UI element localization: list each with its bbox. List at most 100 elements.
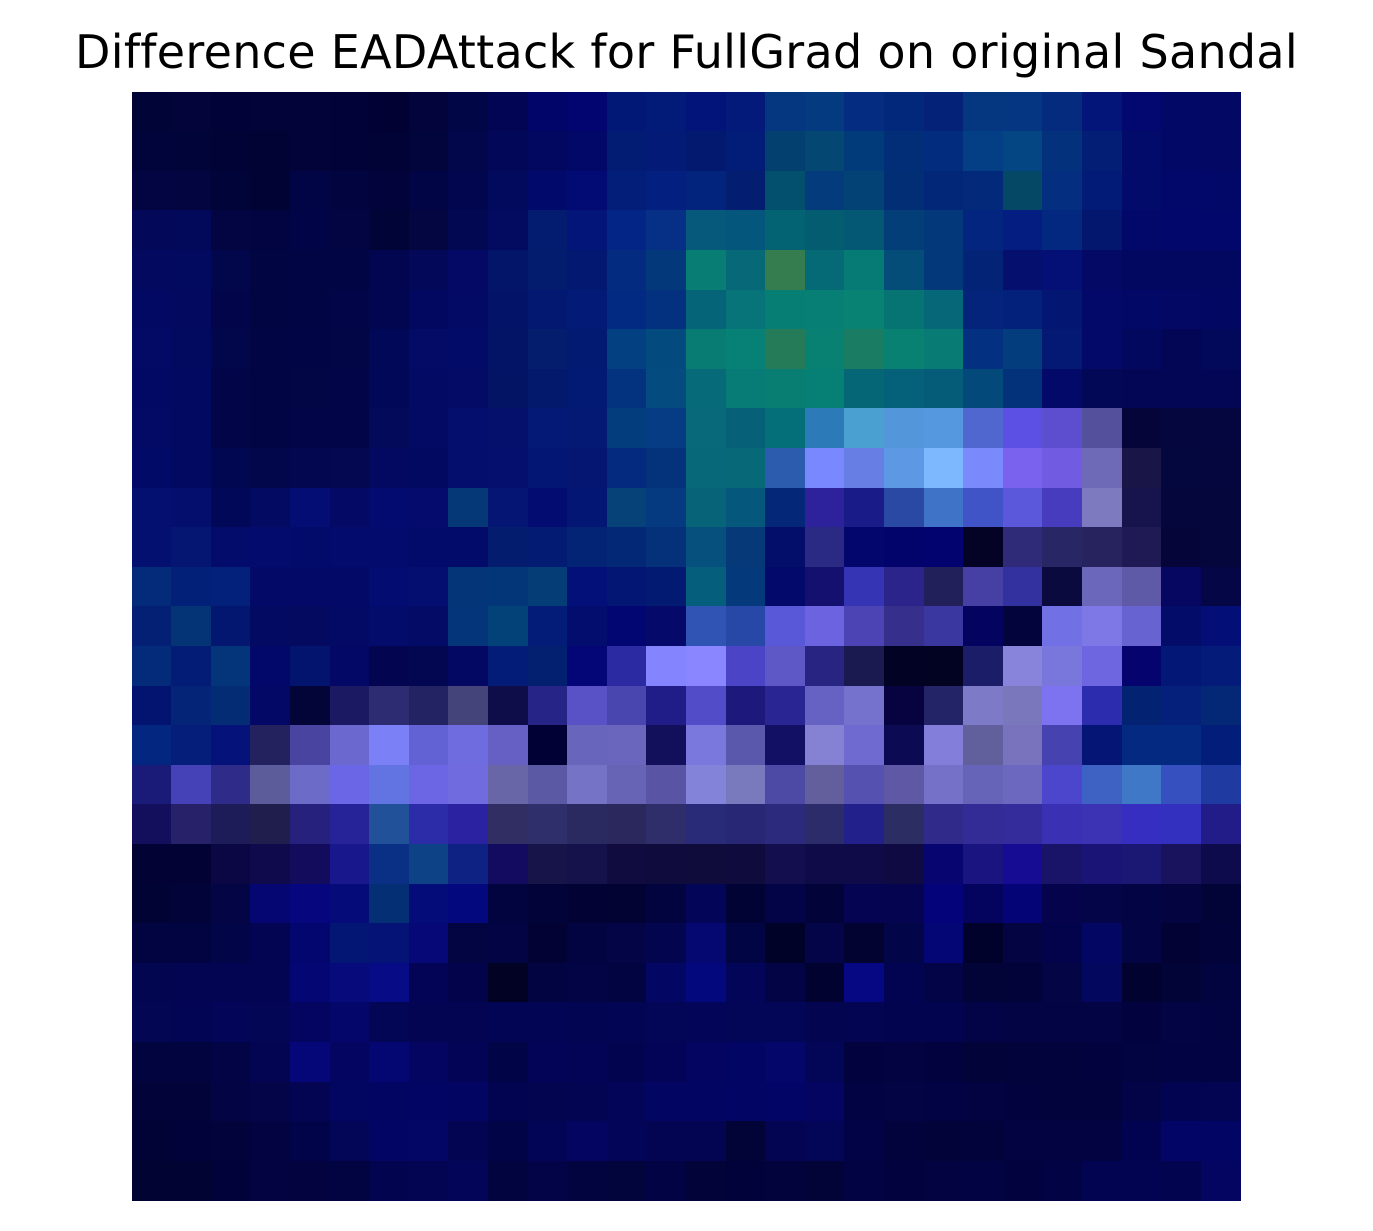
heatmap-cell: [1082, 408, 1123, 449]
heatmap-cell: [171, 804, 212, 845]
heatmap-cell: [171, 329, 212, 370]
heatmap-cell: [646, 329, 687, 370]
heatmap-cell: [1003, 290, 1043, 330]
heatmap-cell: [1042, 963, 1083, 1003]
heatmap-cell: [686, 171, 727, 211]
heatmap-cell: [924, 329, 964, 370]
heatmap-cell: [448, 646, 489, 687]
heatmap-cell: [290, 250, 331, 291]
heatmap-cell: [1082, 963, 1123, 1003]
heatmap-cell: [686, 408, 727, 449]
heatmap-cell: [805, 844, 845, 885]
heatmap-cell: [250, 488, 291, 528]
heatmap-cell: [884, 963, 925, 1003]
heatmap-cell: [884, 171, 925, 211]
heatmap-cell: [330, 488, 370, 528]
heatmap-cell: [488, 725, 529, 766]
heatmap-cell: [488, 408, 529, 449]
heatmap-cell: [1003, 844, 1043, 885]
heatmap-cell: [1042, 1121, 1083, 1162]
heatmap-cell: [884, 923, 925, 964]
heatmap-cell: [330, 844, 370, 885]
heatmap-cell: [488, 804, 529, 845]
heatmap-cell: [528, 725, 568, 766]
heatmap-cell: [211, 567, 251, 607]
heatmap-cell: [884, 844, 925, 885]
heatmap-cell: [409, 171, 449, 211]
heatmap-cell: [409, 1121, 449, 1162]
heatmap-cell: [369, 210, 410, 251]
heatmap-cell: [369, 923, 410, 964]
heatmap-cell: [1082, 686, 1123, 726]
heatmap-cell: [211, 250, 251, 291]
heatmap-cell: [1201, 92, 1241, 132]
heatmap-cell: [448, 369, 489, 409]
heatmap-cell: [1201, 488, 1241, 528]
heatmap-cell: [924, 686, 964, 726]
heatmap-cell: [924, 884, 964, 924]
heatmap-cell: [686, 1082, 727, 1122]
heatmap-cell: [726, 1121, 766, 1162]
heatmap-cell: [528, 488, 568, 528]
heatmap-cell: [211, 1002, 251, 1043]
heatmap-cell: [290, 923, 331, 964]
heatmap-cell: [924, 606, 964, 647]
heatmap-cell: [132, 606, 172, 647]
heatmap-cell: [726, 527, 766, 568]
heatmap-cell: [805, 1121, 845, 1162]
heatmap-cell: [844, 804, 885, 845]
heatmap-cell: [844, 369, 885, 409]
heatmap-cell: [132, 290, 172, 330]
heatmap-cell: [924, 646, 964, 687]
heatmap-cell: [488, 844, 529, 885]
heatmap-cell: [1201, 210, 1241, 251]
heatmap-cell: [1161, 1002, 1202, 1043]
heatmap-cell: [1003, 606, 1043, 647]
heatmap-cell: [646, 369, 687, 409]
heatmap-cell: [686, 884, 727, 924]
heatmap-cell: [963, 1161, 1004, 1201]
heatmap-cell: [607, 686, 647, 726]
heatmap-cell: [1082, 369, 1123, 409]
heatmap-cell: [805, 884, 845, 924]
heatmap-cell: [963, 804, 1004, 845]
heatmap-cell: [1003, 171, 1043, 211]
heatmap-cell: [924, 408, 964, 449]
heatmap-cell: [1201, 1161, 1241, 1201]
heatmap-cell: [686, 923, 727, 964]
heatmap-cell: [409, 369, 449, 409]
heatmap-cell: [805, 1082, 845, 1122]
heatmap-cell: [924, 1121, 964, 1162]
heatmap-cell: [250, 686, 291, 726]
heatmap-cell: [686, 131, 727, 172]
heatmap-cell: [250, 92, 291, 132]
heatmap-cell: [884, 408, 925, 449]
heatmap-cell: [765, 488, 806, 528]
heatmap-cell: [409, 210, 449, 251]
heatmap-cell: [330, 250, 370, 291]
heatmap-cell: [369, 963, 410, 1003]
heatmap-cell: [844, 131, 885, 172]
heatmap-cell: [963, 369, 1004, 409]
heatmap-cell: [330, 408, 370, 449]
heatmap-cell: [1161, 171, 1202, 211]
heatmap-cell: [567, 1002, 608, 1043]
heatmap-cell: [132, 725, 172, 766]
heatmap-cell: [1161, 1042, 1202, 1083]
heatmap-cell: [765, 1161, 806, 1201]
heatmap-cell: [1122, 725, 1162, 766]
heatmap-cell: [963, 1121, 1004, 1162]
heatmap-cell: [369, 1042, 410, 1083]
heatmap-cell: [1042, 210, 1083, 251]
heatmap-cell: [1122, 606, 1162, 647]
heatmap-cell: [132, 686, 172, 726]
heatmap-cell: [607, 567, 647, 607]
heatmap-cell: [409, 488, 449, 528]
heatmap-cell: [924, 290, 964, 330]
heatmap-cell: [528, 646, 568, 687]
heatmap-cell: [171, 488, 212, 528]
heatmap-cell: [1122, 250, 1162, 291]
heatmap-cell: [646, 765, 687, 805]
heatmap-cell: [805, 923, 845, 964]
heatmap-cell: [726, 725, 766, 766]
